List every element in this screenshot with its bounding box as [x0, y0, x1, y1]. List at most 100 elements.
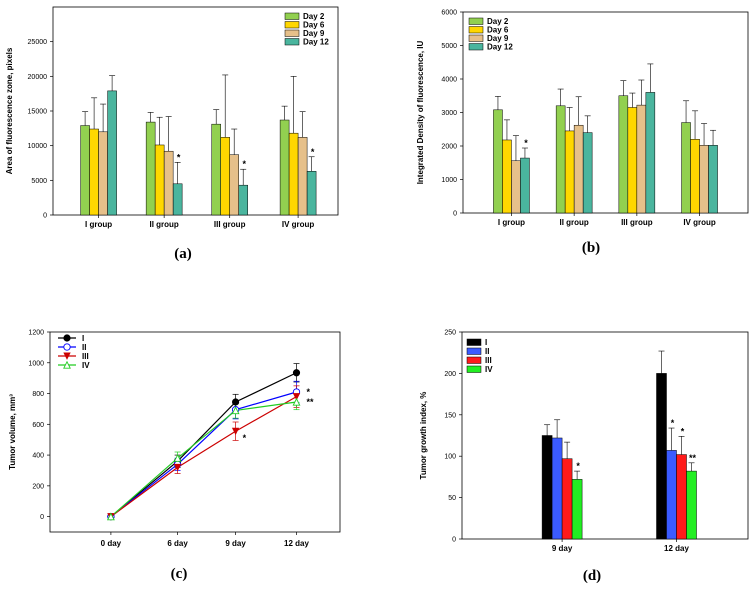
bar [493, 109, 503, 214]
legend-swatch [468, 43, 484, 51]
legend-label: Day 12 [487, 43, 513, 52]
legend-label: IV [485, 365, 493, 374]
x-tick-label: 12 day [664, 544, 689, 553]
bar [107, 90, 117, 216]
legend-swatch [466, 338, 482, 346]
bar [306, 171, 317, 216]
y-tick-label: 200 [444, 371, 456, 378]
x-tick-label: 6 day [167, 539, 188, 548]
bar [98, 131, 108, 216]
x-tick-label: I group [85, 220, 112, 229]
y-tick-label: 800 [32, 391, 44, 398]
bar [211, 123, 221, 216]
legend-label: IV [82, 361, 90, 370]
legend-label: II [485, 347, 489, 356]
y-axis-label: Tumor growth index, % [419, 392, 428, 480]
legend-label: I [82, 334, 84, 343]
legend-label: Day 12 [303, 38, 329, 47]
legend-label: Day 2 [487, 17, 509, 26]
legend-swatch [466, 356, 482, 364]
bar [288, 132, 299, 216]
x-tick-label: IV group [683, 218, 716, 227]
legend-label: III [485, 356, 492, 365]
significance-marker: * [576, 461, 580, 471]
bar [582, 132, 593, 214]
bar [220, 137, 230, 216]
y-tick-label: 15000 [28, 109, 48, 116]
bar [573, 124, 584, 214]
bar [618, 95, 629, 214]
significance-marker: * [681, 426, 685, 436]
y-axis-label: Area of fluorescence zone, pixels [5, 47, 14, 174]
bar [561, 458, 573, 540]
legend-label: I [485, 338, 487, 347]
data-point [231, 427, 240, 436]
y-tick-label: 600 [32, 422, 44, 429]
series-line [110, 391, 297, 518]
bar [627, 107, 638, 214]
bar [636, 104, 647, 214]
data-point [173, 453, 182, 462]
bar [551, 437, 563, 540]
panel-label: (d) [583, 568, 601, 584]
bar [520, 157, 530, 214]
panel-d: 0 50 100 150 200 250 Tumor growth index, % (d) 9… [419, 330, 749, 584]
bar [564, 130, 575, 214]
legend-label: Day 6 [303, 21, 325, 30]
bar [145, 121, 156, 216]
plot-frame [461, 331, 749, 540]
y-tick-label: 0 [453, 211, 457, 218]
bar [511, 160, 521, 214]
bar [699, 145, 709, 214]
y-tick-label: 100 [444, 454, 456, 461]
x-tick-label: IV group [282, 220, 315, 229]
y-tick-label: 5000 [441, 43, 457, 50]
x-tick-label: II group [559, 218, 588, 227]
bar [656, 373, 667, 540]
legend-label: II [82, 343, 86, 352]
data-point [292, 369, 301, 377]
bar [681, 122, 691, 214]
bar [690, 139, 700, 214]
y-tick-label: 250 [444, 330, 456, 337]
bar [571, 479, 583, 540]
panel-b: 0 1000 2000 3000 4000 5000 6000 Integrated Dens… [416, 10, 749, 256]
y-tick-label: 4000 [441, 77, 457, 84]
legend-label: III [82, 352, 89, 361]
y-tick-label: 1000 [441, 177, 457, 184]
series-line [110, 396, 297, 518]
y-tick-label: 2000 [441, 144, 457, 151]
significance-marker: * [177, 152, 181, 162]
legend-label: Day 9 [487, 34, 509, 43]
y-tick-label: 150 [444, 412, 456, 419]
data-point [63, 360, 71, 369]
legend-swatch [284, 38, 300, 46]
x-tick-label: 12 day [284, 539, 309, 548]
legend-label: Day 2 [303, 12, 325, 21]
y-tick-label: 5000 [31, 178, 47, 185]
y-tick-label: 1200 [28, 330, 44, 337]
x-tick-label: III group [214, 220, 246, 229]
panel-label: (a) [174, 246, 192, 262]
y-tick-label: 50 [448, 495, 456, 502]
series-line [110, 372, 297, 518]
y-tick-label: 3000 [441, 110, 457, 117]
y-tick-label: 6000 [441, 10, 457, 17]
bar [297, 137, 308, 216]
legend-swatch [284, 29, 300, 37]
y-tick-label: 200 [32, 483, 44, 490]
y-tick-label: 0 [452, 537, 456, 544]
legend-swatch [284, 21, 300, 29]
significance-marker: * [307, 387, 311, 397]
data-point [232, 398, 240, 406]
bar [154, 144, 165, 216]
significance-marker: ** [689, 453, 697, 463]
data-point [292, 397, 301, 406]
bar [163, 150, 174, 216]
x-tick-label: 0 day [101, 539, 122, 548]
data-point [173, 463, 182, 472]
data-point [106, 512, 115, 521]
panel-c: 0 200 400 600 800 1000 1200 Tumor volume, mm³ (c… [8, 330, 341, 582]
x-tick-label: 9 day [225, 539, 246, 548]
